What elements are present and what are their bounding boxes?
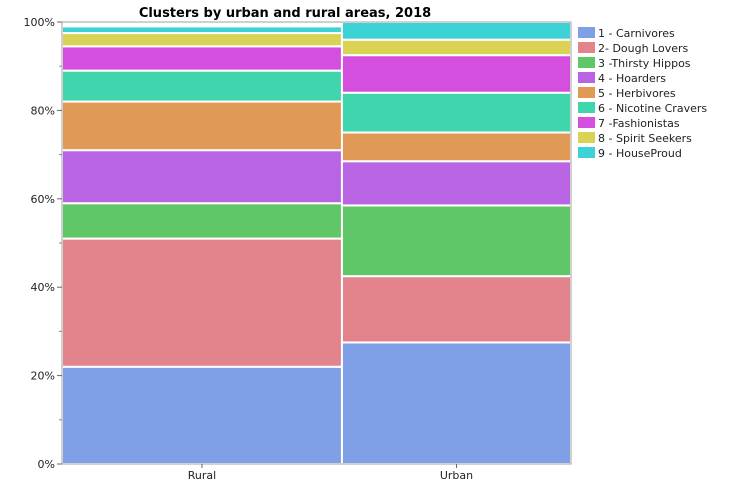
legend-label-3: 3 -Thirsty Hippos <box>598 57 691 70</box>
legend-swatch-6 <box>578 102 595 113</box>
legend-swatch-7 <box>578 117 595 128</box>
legend-label-7: 7 -Fashionistas <box>598 117 680 130</box>
segment-urban-1 <box>340 341 573 466</box>
legend-swatch-3 <box>578 57 595 68</box>
x-axis: Rural Urban <box>188 464 473 482</box>
legend-label-4: 4 - Hoarders <box>598 72 666 85</box>
legend-label-1: 1 - Carnivores <box>598 27 675 40</box>
segment-urban-7 <box>340 54 573 94</box>
y-tick-label: 100% <box>24 16 55 29</box>
y-tick-label: 0% <box>38 458 55 471</box>
legend-swatch-9 <box>578 147 595 158</box>
legend-label-6: 6 - Nicotine Cravers <box>598 102 707 115</box>
legend-swatch-2 <box>578 42 595 53</box>
legend: 1 - Carnivores 2- Dough Lovers 3 -Thirsty … <box>578 27 707 160</box>
legend-swatch-5 <box>578 87 595 98</box>
segment-rural-3 <box>61 202 343 240</box>
segment-rural-6 <box>61 69 343 103</box>
legend-swatch-1 <box>578 27 595 38</box>
segment-urban-4 <box>340 160 573 207</box>
y-tick-label: 40% <box>31 281 55 294</box>
segment-urban-8 <box>340 38 573 57</box>
legend-label-8: 8 - Spirit Seekers <box>598 132 692 145</box>
segment-rural-2 <box>61 237 343 368</box>
legend-label-5: 5 - Herbivores <box>598 87 676 100</box>
legend-swatch-8 <box>578 132 595 143</box>
chart-title: Clusters by urban and rural areas, 2018 <box>139 6 431 21</box>
segment-rural-5 <box>61 100 343 152</box>
segment-rural-7 <box>61 45 343 72</box>
x-tick-label-rural: Rural <box>188 469 216 482</box>
y-tick-label: 80% <box>31 104 55 117</box>
segment-urban-6 <box>340 91 573 134</box>
legend-swatch-4 <box>578 72 595 83</box>
segment-rural-4 <box>61 149 343 205</box>
segment-urban-9 <box>340 21 573 41</box>
y-tick-label: 60% <box>31 193 55 206</box>
plot-area <box>61 21 573 466</box>
segment-rural-8 <box>61 32 343 48</box>
segment-rural-9 <box>61 25 343 35</box>
y-axis: 0% 20% 40% 60% 80% 100% <box>24 16 62 471</box>
segment-urban-2 <box>340 275 573 344</box>
legend-label-2: 2- Dough Lovers <box>598 42 689 55</box>
legend-label-9: 9 - HouseProud <box>598 147 682 160</box>
segment-rural-1 <box>61 365 343 466</box>
segment-urban-5 <box>340 131 573 163</box>
y-tick-label: 20% <box>31 370 55 383</box>
segment-urban-3 <box>340 204 573 278</box>
x-tick-label-urban: Urban <box>440 469 473 482</box>
